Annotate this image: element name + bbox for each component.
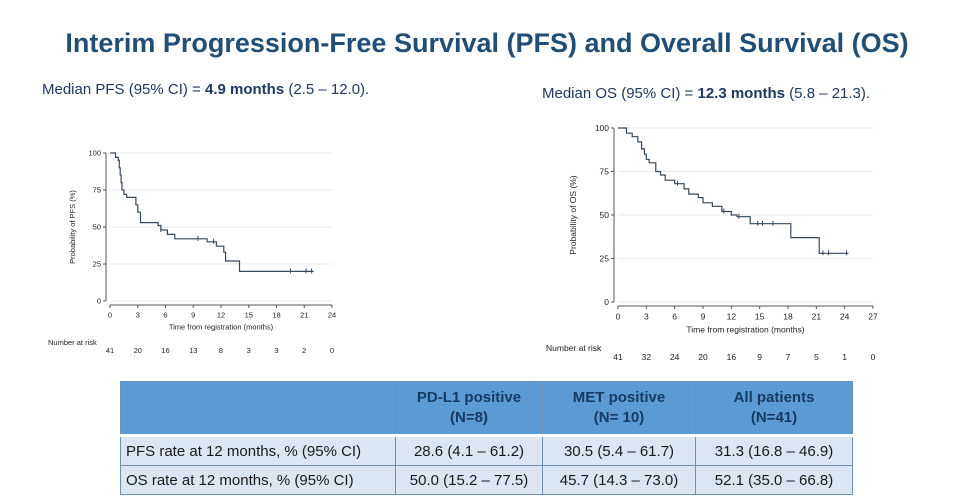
x-tick-label: 9 bbox=[701, 312, 706, 322]
x-tick-label: 27 bbox=[868, 312, 878, 322]
risk-count: 5 bbox=[814, 352, 819, 362]
table-cell: 28.6 (4.1 – 61.2) bbox=[395, 434, 543, 466]
risk-count: 41 bbox=[106, 346, 114, 355]
risk-count: 20 bbox=[134, 346, 142, 355]
risk-count: 8 bbox=[219, 346, 223, 355]
os-median-value: 12.3 months bbox=[697, 85, 786, 102]
risk-count: 20 bbox=[698, 352, 708, 362]
x-tick-label: 3 bbox=[644, 312, 649, 322]
pfs-median-ci: (2.5 – 12.0). bbox=[284, 81, 370, 98]
risk-count: 32 bbox=[642, 352, 652, 362]
risk-count: 0 bbox=[330, 346, 334, 355]
x-axis-label: Time from registration (months) bbox=[686, 325, 804, 335]
os-median-prefix: Median OS (95% CI) = bbox=[542, 85, 698, 102]
x-tick-label: 6 bbox=[672, 312, 677, 322]
x-tick-label: 24 bbox=[840, 312, 850, 322]
risk-count: 0 bbox=[871, 352, 876, 362]
table-header-cell bbox=[120, 381, 396, 436]
y-axis-label: Probability of PFS (%) bbox=[68, 190, 77, 264]
table-row-label: PFS rate at 12 months, % (95% CI) bbox=[120, 434, 396, 466]
page-title: Interim Progression-Free Survival (PFS) … bbox=[65, 28, 909, 58]
survival-rates-table: PD-L1 positive (N=8) MET positive (N= 10… bbox=[120, 381, 853, 495]
y-tick-label: 0 bbox=[604, 297, 609, 307]
y-tick-label: 100 bbox=[88, 149, 101, 158]
x-axis-label: Time from registration (months) bbox=[169, 323, 274, 332]
y-tick-label: 50 bbox=[93, 223, 101, 232]
y-tick-label: 50 bbox=[600, 210, 610, 220]
x-tick-label: 9 bbox=[191, 311, 195, 320]
table-cell: 31.3 (16.8 – 46.9) bbox=[695, 434, 853, 466]
x-tick-label: 18 bbox=[272, 311, 280, 320]
risk-count: 7 bbox=[786, 352, 791, 362]
survival-curve bbox=[618, 127, 849, 254]
os-median-text: Median OS (95% CI) = 12.3 months (5.8 – … bbox=[542, 85, 870, 102]
x-tick-label: 15 bbox=[245, 311, 253, 320]
x-tick-label: 0 bbox=[616, 312, 621, 322]
table-row-label: OS rate at 12 months, % (95% CI) bbox=[120, 465, 396, 495]
table-cell: 30.5 (5.4 – 61.7) bbox=[542, 434, 696, 466]
x-tick-label: 0 bbox=[108, 311, 112, 320]
table-cell: 45.7 (14.3 – 73.0) bbox=[542, 465, 696, 495]
pfs-median-text: Median PFS (95% CI) = 4.9 months (2.5 – … bbox=[42, 81, 369, 98]
y-axis-label: Probability of OS (%) bbox=[568, 175, 578, 255]
risk-count: 2 bbox=[302, 346, 306, 355]
x-tick-label: 21 bbox=[812, 312, 822, 322]
risk-count: 24 bbox=[670, 352, 680, 362]
risk-count: 3 bbox=[247, 346, 251, 355]
x-tick-label: 24 bbox=[328, 311, 336, 320]
risk-count: 3 bbox=[274, 346, 278, 355]
risk-count: 9 bbox=[757, 352, 762, 362]
risk-table-label: Number at risk bbox=[546, 343, 602, 353]
y-tick-label: 100 bbox=[595, 123, 609, 133]
risk-count: 16 bbox=[161, 346, 169, 355]
y-tick-label: 0 bbox=[97, 297, 101, 306]
survival-curve bbox=[110, 152, 314, 272]
x-tick-label: 15 bbox=[755, 312, 765, 322]
table-header-cell: PD-L1 positive (N=8) bbox=[395, 381, 543, 436]
pfs-km-chart: 0 25 50 75 100 0 3 6 9 12 15 18 21 24 Time from regist… bbox=[48, 149, 336, 355]
table-header-cell: All patients (N=41) bbox=[695, 381, 853, 436]
table-cell: 50.0 (15.2 – 77.5) bbox=[395, 465, 543, 495]
x-tick-label: 18 bbox=[783, 312, 793, 322]
table-header-cell: MET positive (N= 10) bbox=[542, 381, 696, 436]
risk-table-label: Number at risk bbox=[48, 338, 97, 347]
y-tick-label: 75 bbox=[93, 186, 101, 195]
y-tick-label: 75 bbox=[600, 166, 610, 176]
risk-count: 1 bbox=[842, 352, 847, 362]
x-tick-label: 3 bbox=[136, 311, 140, 320]
risk-count: 16 bbox=[727, 352, 737, 362]
pfs-median-value: 4.9 months bbox=[204, 81, 285, 98]
y-tick-label: 25 bbox=[600, 253, 610, 263]
x-tick-label: 6 bbox=[163, 311, 167, 320]
x-tick-label: 12 bbox=[217, 311, 225, 320]
x-tick-label: 21 bbox=[300, 311, 308, 320]
table-header-row: PD-L1 positive (N=8) MET positive (N= 10… bbox=[120, 381, 853, 436]
table-row: OS rate at 12 months, % (95% CI) 50.0 (1… bbox=[120, 465, 853, 495]
risk-count: 41 bbox=[613, 352, 623, 362]
y-tick-label: 25 bbox=[93, 260, 101, 269]
pfs-median-prefix: Median PFS (95% CI) = bbox=[42, 81, 205, 98]
table-row: PFS rate at 12 months, % (95% CI) 28.6 (… bbox=[120, 434, 853, 466]
os-median-ci: (5.8 – 21.3). bbox=[785, 85, 871, 102]
x-tick-label: 12 bbox=[727, 312, 737, 322]
risk-count: 13 bbox=[189, 346, 197, 355]
table-cell: 52.1 (35.0 – 66.8) bbox=[695, 465, 853, 495]
